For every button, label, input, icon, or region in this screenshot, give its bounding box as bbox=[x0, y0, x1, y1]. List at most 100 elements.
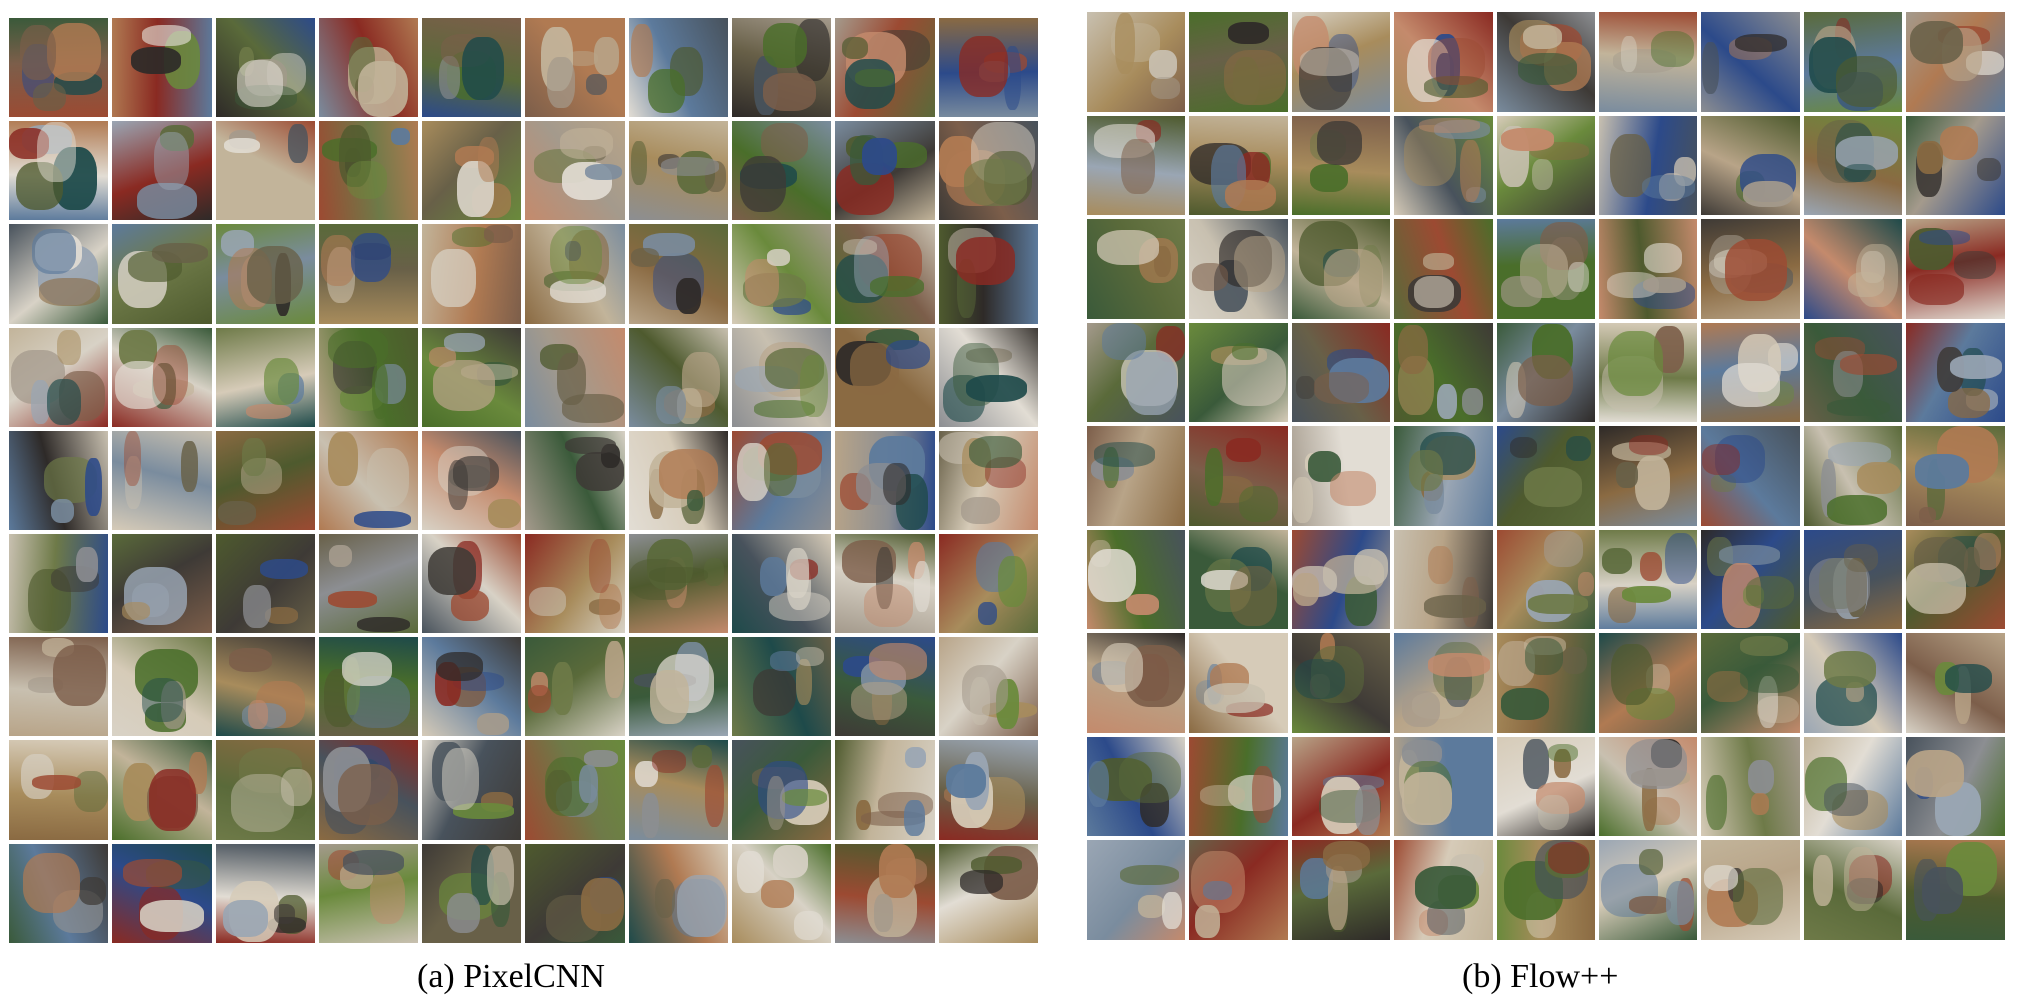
image-blob bbox=[1162, 891, 1183, 929]
pixelcnn-sample-image bbox=[318, 430, 419, 530]
image-blob bbox=[1641, 174, 1696, 199]
image-blob bbox=[753, 399, 815, 419]
image-blob bbox=[1294, 659, 1345, 699]
pixelcnn-sample-image bbox=[422, 121, 522, 221]
image-blob bbox=[1323, 841, 1370, 872]
image-blob bbox=[793, 911, 824, 940]
image-blob bbox=[1428, 38, 1485, 86]
pixelcnn-sample-image bbox=[215, 843, 315, 943]
flowpp-sample-image bbox=[1291, 12, 1391, 112]
flowpp-sample-image bbox=[1701, 12, 1800, 112]
flowpp-sample-image bbox=[1087, 12, 1186, 112]
flowpp-sample-image bbox=[1803, 322, 1903, 422]
image-blob bbox=[217, 500, 257, 526]
image-blob bbox=[1200, 569, 1249, 590]
image-blob bbox=[904, 799, 925, 836]
flowpp-sample-image bbox=[1291, 840, 1391, 940]
pixelcnn-sample-image bbox=[628, 18, 729, 118]
image-blob bbox=[1664, 532, 1698, 585]
image-blob bbox=[1635, 455, 1670, 511]
pixelcnn-sample-image bbox=[9, 637, 109, 737]
image-blob bbox=[961, 664, 1009, 715]
flowpp-sample-image bbox=[1291, 426, 1391, 526]
image-blob bbox=[159, 125, 194, 152]
image-blob bbox=[796, 658, 812, 705]
pixelcnn-sample-image bbox=[525, 327, 625, 427]
image-blob bbox=[864, 584, 913, 627]
image-blob bbox=[1963, 547, 1980, 587]
image-blob bbox=[1088, 548, 1136, 603]
image-blob bbox=[959, 869, 1004, 894]
image-blob bbox=[366, 448, 409, 508]
image-blob bbox=[328, 432, 359, 486]
pixelcnn-sample-image bbox=[422, 430, 522, 530]
pixelcnn-sample-image bbox=[732, 18, 832, 118]
image-blob bbox=[769, 651, 800, 671]
image-blob bbox=[442, 747, 479, 810]
image-blob bbox=[1843, 543, 1878, 572]
image-blob bbox=[630, 248, 659, 267]
pixelcnn-sample-image bbox=[525, 18, 625, 118]
image-blob bbox=[1909, 274, 1964, 305]
pixelcnn-sample-image bbox=[215, 121, 315, 221]
image-blob bbox=[1149, 50, 1178, 79]
flowpp-sample-image bbox=[1087, 219, 1186, 319]
flowpp-sample-image bbox=[1906, 736, 2005, 836]
image-blob bbox=[650, 670, 690, 725]
pixelcnn-sample-image bbox=[835, 18, 935, 118]
image-blob bbox=[1543, 531, 1583, 568]
image-blob bbox=[1436, 384, 1457, 420]
flowpp-sample-image bbox=[1291, 529, 1391, 629]
image-blob bbox=[247, 699, 268, 729]
image-blob bbox=[1522, 738, 1549, 789]
image-blob bbox=[1836, 55, 1898, 108]
image-blob bbox=[245, 404, 291, 420]
pixelcnn-sample-image bbox=[938, 740, 1038, 840]
image-blob bbox=[879, 844, 917, 899]
flowpp-sample-image bbox=[1087, 529, 1186, 629]
flowpp-sample-image bbox=[1701, 322, 1800, 422]
image-blob bbox=[1855, 243, 1899, 308]
image-blob bbox=[51, 498, 75, 523]
pixelcnn-sample-image bbox=[112, 740, 212, 840]
pixelcnn-sample-image bbox=[318, 637, 419, 737]
image-blob bbox=[1418, 117, 1480, 133]
image-blob bbox=[1226, 438, 1261, 463]
flowpp-sample-image bbox=[1189, 12, 1288, 112]
image-blob bbox=[328, 544, 353, 567]
image-blob bbox=[1735, 33, 1787, 52]
image-blob bbox=[370, 869, 405, 924]
image-blob bbox=[1622, 586, 1671, 603]
image-blob bbox=[1639, 551, 1663, 581]
image-blob bbox=[1939, 126, 1978, 160]
image-blob bbox=[1823, 650, 1877, 689]
flowpp-sample-image bbox=[1906, 426, 2005, 526]
image-blob bbox=[1601, 547, 1633, 574]
image-blob bbox=[1101, 642, 1144, 693]
image-blob bbox=[1408, 449, 1443, 491]
pixelcnn-sample-image bbox=[9, 327, 109, 427]
flowpp-sample-image bbox=[1701, 736, 1800, 836]
image-blob bbox=[752, 669, 796, 716]
image-blob bbox=[873, 894, 893, 932]
pixelcnn-sample-image bbox=[215, 637, 315, 737]
image-blob bbox=[1203, 880, 1232, 900]
image-blob bbox=[1626, 738, 1688, 790]
image-blob bbox=[648, 69, 685, 114]
pixelcnn-sample-image bbox=[215, 327, 315, 427]
image-blob bbox=[704, 557, 725, 587]
image-blob bbox=[585, 73, 607, 95]
image-blob bbox=[1953, 250, 1997, 280]
image-blob bbox=[782, 788, 828, 806]
image-blob bbox=[1856, 461, 1902, 495]
image-blob bbox=[1915, 454, 1970, 490]
image-blob bbox=[764, 348, 825, 390]
image-blob bbox=[122, 602, 150, 621]
image-blob bbox=[484, 225, 513, 244]
image-blob bbox=[231, 774, 294, 833]
pixelcnn-sample-image bbox=[112, 224, 212, 324]
image-blob bbox=[391, 127, 411, 145]
image-blob bbox=[850, 681, 907, 721]
image-blob bbox=[545, 770, 573, 812]
image-blob bbox=[1536, 782, 1586, 814]
